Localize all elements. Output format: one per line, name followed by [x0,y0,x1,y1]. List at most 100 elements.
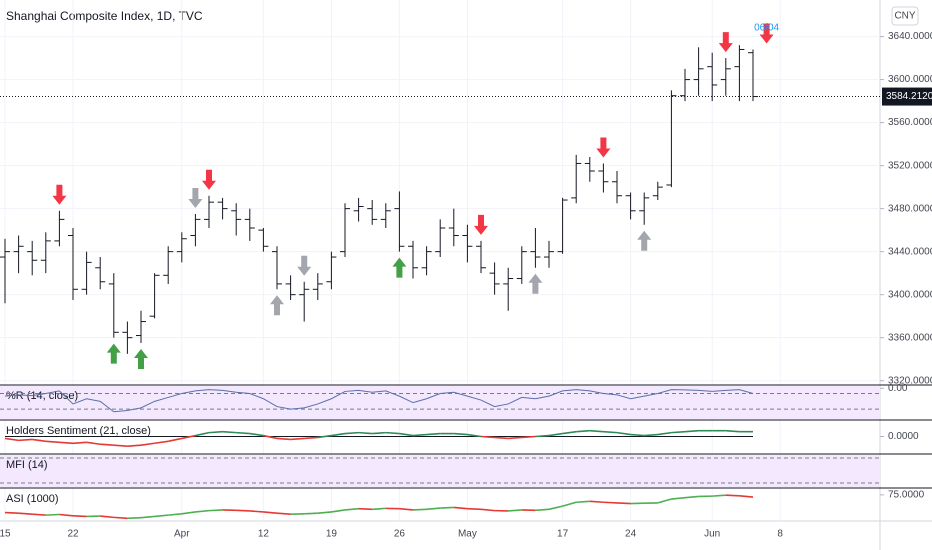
indicator-segment [208,430,223,434]
pane-title: MFI (14) [6,459,48,471]
indicator-segment [508,436,522,440]
x-tick-label: Jun [704,529,720,540]
pane-title: %R (14, close) [6,390,78,402]
indicator-segment [453,506,468,510]
indicator-segment [195,431,210,437]
indicator-segment [127,444,142,447]
indicator-segment [671,496,686,500]
indicator-segment [59,441,74,445]
indicator-segment [657,431,672,436]
signal-arrow [718,32,733,53]
indicator-segment [236,509,250,512]
signal-arrow [106,343,121,364]
x-tick-label: 19 [326,529,338,540]
currency-box[interactable] [891,6,919,26]
signal-arrow [392,257,407,278]
indicator-segment [671,430,686,434]
annotation: 06/04 [754,23,779,34]
signal-arrow [270,295,284,316]
pane-background [0,386,880,419]
indicator-segment [331,432,346,437]
indicator-segment [72,441,87,445]
indicator-segment [358,431,373,435]
price-label-box [882,87,932,106]
indicator-segment [535,434,550,438]
chart-title: Shanghai Composite Index, 1D, TVC [6,9,203,23]
indicator-segment [181,434,196,440]
indicator-segment [712,494,726,497]
indicator-segment [372,507,386,511]
y-tick-label: 3560.0000 [888,117,932,128]
indicator-segment [32,438,46,443]
indicator-segment [603,501,618,504]
x-tick-label: 15 [0,529,11,540]
indicator-segment [304,436,318,440]
indicator-segment [358,507,373,511]
indicator-segment [168,513,182,516]
indicator-segment [412,508,427,511]
y-tick-label: 3520.0000 [888,160,932,171]
indicator-segment [344,507,359,511]
signal-arrow [188,188,203,209]
x-tick-label: 8 [777,529,783,540]
indicator-segment [168,437,182,443]
indicator-segment [113,444,128,447]
indicator-segment [644,433,658,437]
indicator-segment [263,511,278,514]
indicator-segment [344,431,359,435]
currency[interactable]: CNY [894,11,915,22]
indicator-segment [86,441,101,446]
indicator-segment [589,500,604,504]
indicator-segment [317,511,332,514]
indicator-segment [399,507,414,511]
indicator-segment [249,510,264,513]
pane-tick-label: 0.0000 [888,431,919,442]
indicator-line [4,389,754,413]
indicator-segment [399,432,414,437]
indicator-segment [154,440,169,445]
indicator-segment [4,511,19,514]
indicator-segment [480,508,495,512]
indicator-segment [467,433,482,438]
indicator-segment [576,500,590,504]
x-tick-label: 12 [258,529,270,540]
indicator-segment [4,437,19,442]
y-tick-label: 3360.0000 [888,332,932,343]
indicator-segment [276,437,291,441]
indicator-segment [249,432,264,437]
y-tick-label: 3480.0000 [888,203,932,214]
indicator-segment [480,435,495,439]
indicator-segment [467,507,482,511]
indicator-segment [290,437,305,441]
indicator-segment [385,431,400,435]
price-label: 3584.2120 [886,91,932,102]
indicator-segment [154,514,169,518]
indicator-segment [59,513,74,517]
indicator-segment [548,432,563,437]
indicator-segment [45,513,60,516]
indicator-segment [562,501,577,507]
x-tick-label: 17 [557,529,569,540]
indicator-segment [426,507,441,511]
indicator-segment [562,430,577,435]
indicator-segment [684,495,699,499]
signal-arrow [134,349,148,370]
indicator-segment [494,436,509,440]
indicator-segment [18,512,33,515]
y-tick-label: 3600.0000 [888,74,932,85]
y-tick-label: 3400.0000 [888,289,932,300]
signal-arrow [202,169,216,190]
pane-tick-label: 75.0000 [888,489,925,500]
indicator-segment [113,516,128,520]
indicator-segment [317,434,332,439]
indicator-segment [725,494,740,497]
signal-arrow [52,184,67,205]
indicator-segment [100,515,114,519]
indicator-segment [521,435,536,439]
indicator-segment [576,429,590,433]
indicator-segment [616,431,631,436]
y-tick-label: 3320.0000 [888,375,932,386]
indicator-segment [72,514,87,518]
pane-title: ASI (1000) [6,493,59,505]
indicator-segment [181,511,196,515]
